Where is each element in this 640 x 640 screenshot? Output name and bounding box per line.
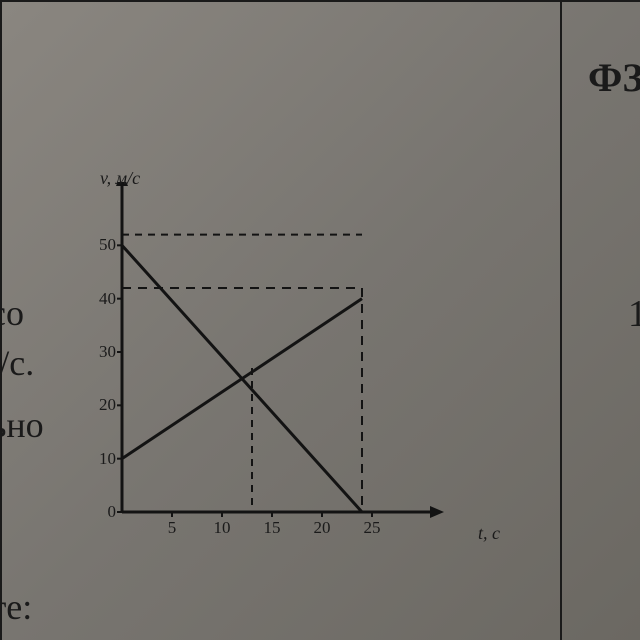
left-text-2: и/с.	[0, 342, 34, 384]
left-text-4: ге:	[0, 586, 32, 628]
y-tick-label: 50	[88, 235, 116, 255]
left-text-3: ьно	[0, 404, 44, 446]
right-num: 1	[628, 292, 640, 336]
x-tick-label: 20	[307, 518, 337, 538]
x-tick-label: 10	[207, 518, 237, 538]
y-tick-label: 10	[88, 449, 116, 469]
y-tick-label: 20	[88, 395, 116, 415]
y-axis-label: v, м/с	[100, 168, 140, 189]
x-tick-label: 25	[357, 518, 387, 538]
right-column-header: ФЗ	[588, 54, 640, 101]
x-axis-label: t, с	[478, 523, 500, 544]
x-tick-label: 15	[257, 518, 287, 538]
chart-svg	[88, 182, 458, 542]
left-text-1: со	[0, 292, 24, 334]
velocity-time-chart: v, м/с t, с 01020304050510152025	[88, 182, 458, 542]
x-tick-label: 5	[157, 518, 187, 538]
page-root: ФЗ со и/с. ьно ге: 1 v, м/с t, с 0 10 20 30…	[0, 0, 640, 640]
y-tick-label: 0	[88, 502, 116, 522]
y-tick-label: 40	[88, 289, 116, 309]
column-divider-right	[560, 2, 562, 640]
y-tick-label: 30	[88, 342, 116, 362]
